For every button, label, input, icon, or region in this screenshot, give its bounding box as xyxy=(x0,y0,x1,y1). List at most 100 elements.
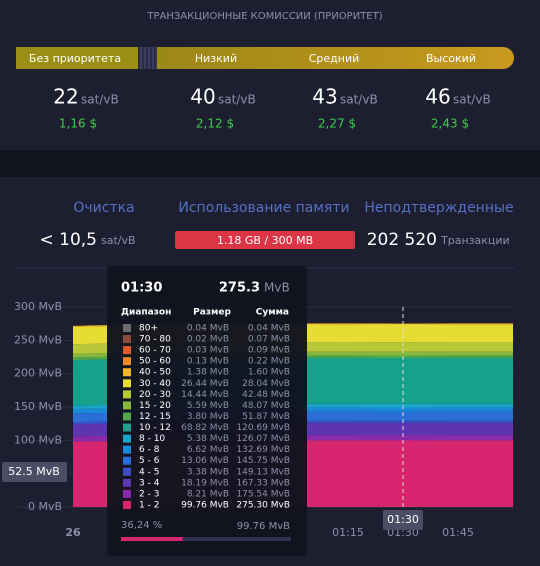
y-tick-label: 150 MvB xyxy=(14,400,62,413)
share-bar xyxy=(121,537,183,541)
fees-panel xyxy=(0,0,540,150)
cursor-x-label: 01:30 xyxy=(387,513,419,526)
tooltip-size: 3.80 MvB xyxy=(187,412,229,422)
tooltip-sum: 42.48 MvB xyxy=(242,390,290,400)
memory-label: Использование памяти xyxy=(178,200,349,216)
fee-unit: sat/vB xyxy=(453,93,491,107)
tooltip-range: 1 - 2 xyxy=(139,500,159,510)
memory-value: 1.18 GB / 300 MB xyxy=(217,234,313,247)
fee-rate: 22 xyxy=(53,85,78,109)
tooltip-range: 40 - 50 xyxy=(139,368,171,378)
memory-bar xyxy=(175,231,355,249)
tooltip-sum: 0.09 MvB xyxy=(248,346,290,356)
tooltip-total: 275.3 xyxy=(219,281,260,296)
fee-usd: 2,12 $ xyxy=(196,117,234,131)
x-tick-label: 01:45 xyxy=(442,526,474,539)
tooltip-range: 30 - 40 xyxy=(139,379,171,389)
tooltip-size: 6.62 MvB xyxy=(187,445,229,455)
tooltip-time: 01:30 xyxy=(121,281,162,296)
tooltip-share: 36,24 % xyxy=(121,520,162,531)
tooltip-swatch xyxy=(123,478,131,487)
tooltip-size: 5.59 MvB xyxy=(187,401,229,411)
tooltip-range: 4 - 5 xyxy=(139,467,159,477)
tooltip-size: 26.44 MvB xyxy=(181,379,229,389)
tooltip-swatch xyxy=(123,423,131,432)
tooltip-swatch xyxy=(123,401,131,410)
tooltip-size: 0.04 MvB xyxy=(187,324,229,334)
unconfirmed-value: 202 520 xyxy=(367,230,437,250)
tooltip-range: 50 - 60 xyxy=(139,357,171,367)
fee-unit: sat/vB xyxy=(340,93,378,107)
tooltip-swatch xyxy=(123,379,131,388)
fee-rate: 46 xyxy=(425,85,450,109)
tooltip-swatch xyxy=(123,357,131,366)
tooltip-sum: 175.54 MvB xyxy=(236,489,290,499)
tooltip-sum: 275.30 MvB xyxy=(236,500,290,510)
tooltip-sum: 145.75 MvB xyxy=(236,456,290,466)
fee-usd: 1,16 $ xyxy=(59,117,97,131)
tooltip-header: Размер xyxy=(193,308,231,318)
tooltip-sum: 0.04 MvB xyxy=(248,324,290,334)
tooltip-size: 0.13 MvB xyxy=(187,357,229,367)
unconfirmed-label: Неподтвержденные xyxy=(364,200,513,216)
fee-values: 22 sat/vB1,16 $40 sat/vB2,12 $43 sat/vB2,27… xyxy=(53,85,490,131)
fee-level: Средний xyxy=(309,52,360,65)
tooltip-range: 20 - 30 xyxy=(139,390,171,400)
tooltip-swatch xyxy=(123,412,131,421)
tooltip-sum: 167.33 MvB xyxy=(236,478,290,488)
tooltip-range: 15 - 20 xyxy=(139,401,171,411)
tooltip-box xyxy=(107,266,307,556)
fee-level: Высокий xyxy=(426,52,476,65)
fee-level: Низкий xyxy=(195,52,237,65)
tooltip-range: 5 - 6 xyxy=(139,456,160,466)
fees-title: ТРАНЗАКЦИОННЫЕ КОМИССИИ (ПРИОРИТЕТ) xyxy=(146,11,382,22)
tooltip-swatch xyxy=(123,368,131,377)
tooltip: 01:30 275.3 MvB Диапазон Размер Сумма 80+ 0.04 … xyxy=(107,266,307,556)
tooltip-swatch xyxy=(123,467,131,476)
tooltip-size: 0.03 MvB xyxy=(187,346,229,356)
tooltip-sum: 149.13 MvB xyxy=(236,467,290,477)
fee-unit: sat/vB xyxy=(218,93,256,107)
tooltip-swatch xyxy=(123,445,131,454)
cursor-x-box xyxy=(383,510,423,530)
y-tick-label: 100 MvB xyxy=(14,433,62,446)
y-tick-label: 0 MvB xyxy=(28,500,62,513)
tooltip-size: 3.38 MvB xyxy=(187,467,229,477)
fee-unit: sat/vB xyxy=(81,93,119,107)
tooltip-swatch xyxy=(123,324,131,332)
tooltip-range: 8 - 10 xyxy=(139,434,165,444)
tooltip-sum: 120.69 MvB xyxy=(236,423,290,433)
tooltip-size: 14.44 MvB xyxy=(181,390,229,400)
purge-unit: sat/vB xyxy=(101,234,136,247)
fee-bar-gap xyxy=(138,47,157,69)
tooltip-sum: 1.60 MvB xyxy=(248,368,290,378)
fee-level: Без приоритета xyxy=(29,52,121,65)
tooltip-size: 5.38 MvB xyxy=(187,434,229,444)
tooltip-size: 1.38 MvB xyxy=(187,368,229,378)
tooltip-size: 99.76 MvB xyxy=(181,500,229,510)
tooltip-swatch xyxy=(123,434,131,443)
tooltip-range: 70 - 80 xyxy=(139,335,171,345)
tooltip-size: 13.06 MvB xyxy=(181,456,229,466)
tooltip-size: 18.19 MvB xyxy=(181,478,229,488)
cursor-y-label: 52.5 MvB xyxy=(8,465,60,478)
tooltip-swatch xyxy=(123,500,131,509)
fee-bar-none xyxy=(16,47,138,69)
tooltip-sum: 28.04 MvB xyxy=(242,379,290,389)
fee-usd: 2,27 $ xyxy=(318,117,356,131)
tooltip-range: 6 - 8 xyxy=(139,445,160,455)
tooltip-range: 60 - 70 xyxy=(139,346,171,356)
tooltip-unit: MvB xyxy=(264,281,290,295)
tooltip-swatch xyxy=(123,456,131,465)
y-tick-label: 250 MvB xyxy=(14,333,62,346)
tooltip-range: 12 - 15 xyxy=(139,412,171,422)
tooltip-range: 80+ xyxy=(139,324,158,334)
tooltip-swatch xyxy=(123,390,131,399)
tooltip-sum: 132.69 MvB xyxy=(236,445,290,455)
tooltip-swatch xyxy=(123,489,131,498)
tooltip-swatch xyxy=(123,335,131,344)
unconfirmed-unit: Транзакции xyxy=(440,234,510,247)
y-tick-label: 200 MvB xyxy=(14,367,62,380)
